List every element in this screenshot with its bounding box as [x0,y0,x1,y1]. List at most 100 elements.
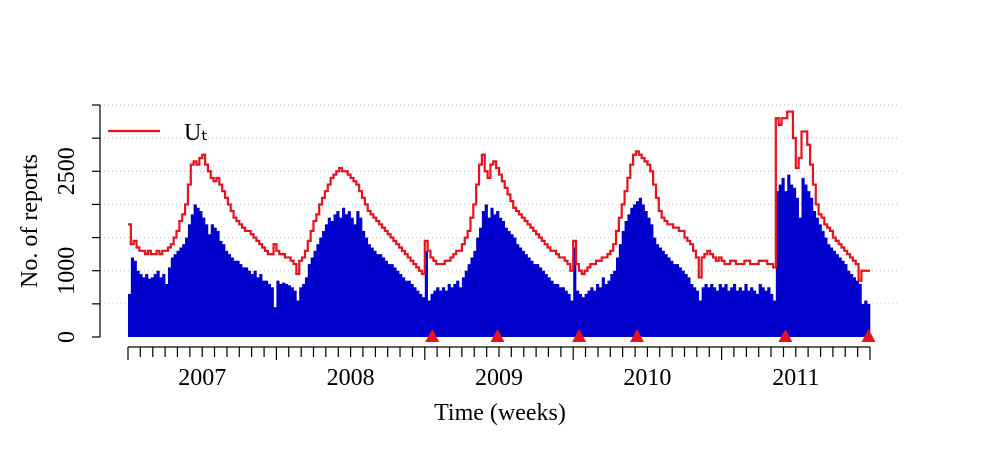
bar [282,282,286,337]
bar [841,260,845,337]
bar [604,283,608,337]
bar [253,270,257,337]
bar [667,257,671,337]
bar [527,257,531,337]
y-tick-label: 0 [54,331,80,343]
bar [153,274,157,337]
bar [741,290,745,337]
bar [396,270,400,337]
bar [376,254,380,337]
bar [518,247,523,337]
bar [416,290,420,337]
bar [790,184,794,337]
bar [755,293,759,337]
x-tick-label: 2007 [178,365,226,391]
bar [130,257,135,337]
bar [259,274,263,337]
bar [147,278,152,337]
bar [199,211,203,337]
bar [410,283,414,337]
bar [379,254,383,337]
bar [264,280,269,337]
bar [293,290,297,337]
bar [324,224,329,337]
bar [276,280,280,337]
bar [490,207,494,337]
bar [838,257,842,337]
bar [844,264,848,337]
bar [772,300,777,337]
bar [470,257,474,337]
bar [424,250,428,337]
bar [864,300,868,337]
bar [598,287,603,337]
bar [302,283,306,337]
bar [481,211,486,337]
bar [205,224,209,337]
bar [521,250,525,337]
bar [273,307,277,337]
bar [356,211,360,337]
alarm-marker [425,329,440,342]
bar [764,290,768,337]
bar [245,267,249,337]
bar [758,283,762,337]
bar [342,207,346,337]
bar [290,287,294,337]
bar [419,293,423,337]
bar [390,264,394,337]
bar [590,287,594,337]
bar [627,214,631,337]
bar [287,285,291,337]
bar [792,187,797,337]
bar [401,277,406,337]
bar [444,290,448,337]
bar [761,287,765,337]
x-axis-label: Time (weeks) [434,400,566,426]
bar [707,287,711,337]
bar [818,224,822,337]
bar [236,260,240,337]
bar [852,277,857,337]
bar [430,293,434,337]
bar [704,283,708,337]
bar [319,237,323,337]
bar [547,277,551,337]
bar [630,207,634,337]
bar [641,204,645,337]
bar [832,250,837,337]
bar [644,211,648,337]
bar [185,237,189,337]
bar [307,264,311,337]
bar [653,237,657,337]
bar [247,270,252,337]
bar [510,234,514,337]
bar [695,290,700,337]
bar [701,287,705,337]
bar [344,214,349,337]
bar [296,300,300,337]
bar [807,191,811,337]
bar [533,264,537,337]
bar [670,260,674,337]
bar [596,283,600,337]
bar [538,267,543,337]
bar [570,300,574,337]
bar [795,197,799,337]
bar [721,287,725,337]
bar [404,280,408,337]
bar [202,217,206,337]
y-tick-label: 1000 [54,247,80,295]
bar [350,217,354,337]
bar [156,270,160,337]
bar [316,244,320,337]
bar [250,274,254,337]
bar [170,257,174,337]
bar [313,250,317,337]
bar [165,283,169,337]
bar [850,274,854,337]
bar [133,260,137,337]
bar [601,277,605,337]
bar [461,277,466,337]
bar [187,224,192,337]
